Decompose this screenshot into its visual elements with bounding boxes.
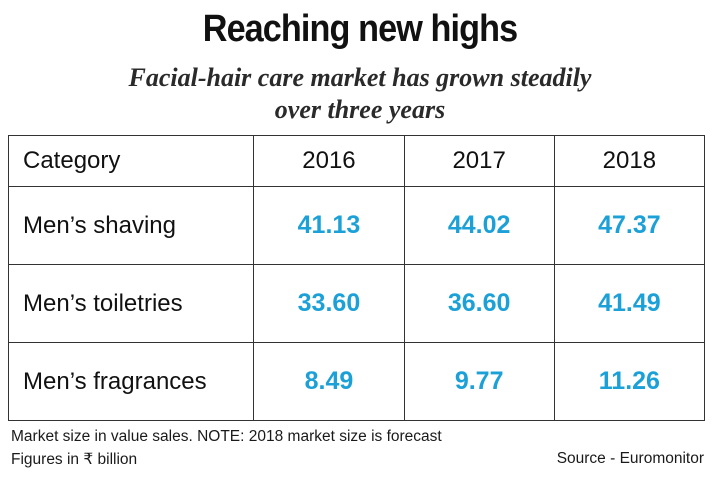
- footnote-market-size: Market size in value sales. NOTE: 2018 m…: [11, 428, 442, 445]
- table-row: Men’s fragrances 8.49 9.77 11.26: [7, 342, 706, 421]
- row-label: Men’s shaving: [7, 186, 255, 265]
- table-cell-value: 9.77: [403, 342, 555, 421]
- column-header-2018: 2018: [553, 135, 706, 187]
- chart-subtitle: Facial-hair care market has grown steadi…: [40, 62, 680, 126]
- table-cell-value: 33.60: [253, 264, 405, 343]
- table-cell-value: 36.60: [403, 264, 555, 343]
- row-label: Men’s toiletries: [7, 264, 255, 343]
- subtitle-line-2: over three years: [274, 95, 446, 124]
- column-header-2016: 2016: [253, 135, 405, 187]
- footnote-units: Figures in ₹ billion: [11, 451, 138, 468]
- table-row: Men’s shaving 41.13 44.02 47.37: [7, 186, 706, 265]
- table-cell-value: 8.49: [253, 342, 405, 421]
- header-row: Category 2016 2017 2018: [7, 135, 706, 187]
- table-cell-value: 47.37: [553, 186, 706, 265]
- source-credit: Source - Euromonitor: [556, 450, 704, 467]
- market-size-table: Category 2016 2017 2018 Men’s shaving 41…: [7, 135, 706, 421]
- chart-title: Reaching new highs: [202, 8, 518, 50]
- table-cell-value: 11.26: [553, 342, 706, 421]
- table-cell-value: 41.49: [553, 264, 706, 343]
- table-cell-value: 41.13: [253, 186, 405, 265]
- table-cell-value: 44.02: [403, 186, 555, 265]
- table-row: Men’s toiletries 33.60 36.60 41.49: [7, 264, 706, 343]
- column-header-category: Category: [7, 135, 255, 187]
- subtitle-line-1: Facial-hair care market has grown steadi…: [128, 63, 592, 92]
- row-label: Men’s fragrances: [7, 342, 255, 421]
- column-header-2017: 2017: [403, 135, 555, 187]
